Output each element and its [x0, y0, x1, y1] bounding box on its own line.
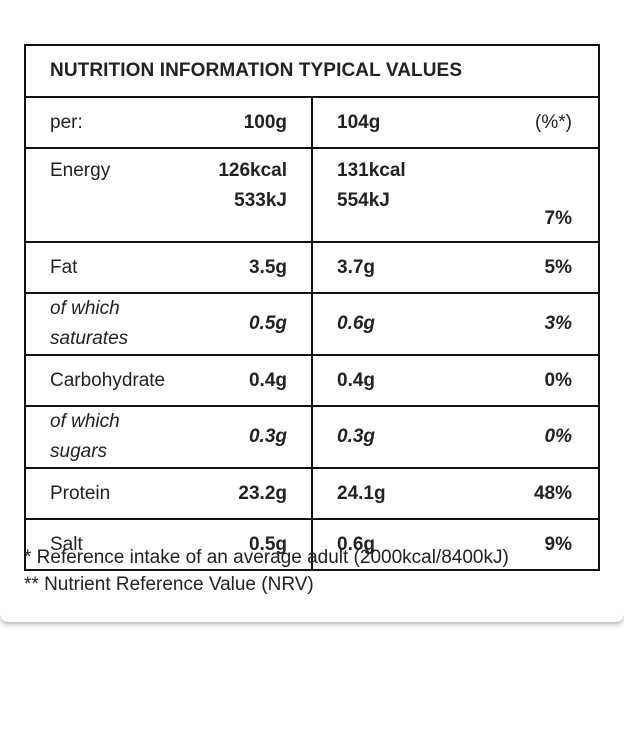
nutrition-table: NUTRITION INFORMATION TYPICAL VALUES per… — [24, 44, 600, 571]
nutrient-label: Fat — [25, 241, 169, 293]
reference-intake-note: * Reference intake of an average adult (… — [24, 547, 509, 568]
nutrition-card: NUTRITION INFORMATION TYPICAL VALUES per… — [24, 44, 600, 598]
footnotes: * Reference intake of an average adult (… — [24, 544, 509, 598]
value-100g: 0.5g — [168, 292, 313, 355]
column-header-100g: 100g — [168, 96, 313, 148]
column-header-104g: 104g — [312, 96, 456, 148]
value-104g: 24.1g — [312, 467, 456, 519]
column-header-percent: (%*) — [455, 96, 599, 148]
table-row-energy: Energy 126kcal 533kJ 131kcal 554kJ 7% — [25, 147, 599, 242]
energy-value-104g: 131kcal 554kJ — [312, 147, 456, 242]
energy-kcal-104g: 131kcal — [337, 160, 406, 181]
energy-kj-104g: 554kJ — [337, 190, 390, 211]
value-104g: 0.4g — [312, 354, 456, 406]
value-100g: 0.3g — [168, 405, 313, 468]
table-row-salt: Salt 0.5g 0.6g 9% — [25, 518, 599, 570]
value-100g: 0.4g — [168, 354, 313, 406]
table-row-protein: Protein 23.2g 24.1g 48% — [25, 467, 599, 519]
value-percent: 9% — [455, 518, 599, 570]
table-row-sugars: of which sugars 0.3g 0.3g 0% — [25, 405, 599, 468]
value-percent: 5% — [455, 241, 599, 293]
value-percent: 3% — [455, 292, 599, 355]
nutrient-label: Energy — [25, 147, 169, 242]
energy-kcal-100g: 126kcal — [218, 160, 287, 181]
nrv-note: ** Nutrient Reference Value (NRV) — [24, 574, 314, 595]
table-title: NUTRITION INFORMATION TYPICAL VALUES — [50, 60, 463, 81]
value-percent: 0% — [455, 354, 599, 406]
per-label: per: — [25, 96, 169, 148]
table-header-row: per: 100g 104g (%*) — [25, 96, 599, 148]
value-104g: 0.6g — [312, 518, 456, 570]
value-104g: 0.3g — [312, 405, 456, 468]
nutrient-label: of which saturates — [25, 292, 169, 355]
value-100g: 0.5g — [168, 518, 313, 570]
value-percent: 48% — [455, 467, 599, 519]
nutrient-label: Protein — [25, 467, 169, 519]
table-row-fat: Fat 3.5g 3.7g 5% — [25, 241, 599, 293]
value-104g: 3.7g — [312, 241, 456, 293]
table-row-saturates: of which saturates 0.5g 0.6g 3% — [25, 292, 599, 355]
nutrient-label: of which sugars — [25, 405, 169, 468]
value-100g: 23.2g — [168, 467, 313, 519]
energy-kj-100g: 533kJ — [234, 190, 287, 211]
energy-percent: 7% — [455, 147, 599, 242]
nutrient-label: Carbohydrate — [25, 354, 169, 406]
nutrient-label: Salt — [25, 518, 169, 570]
value-percent: 0% — [455, 405, 599, 468]
energy-value-100g: 126kcal 533kJ — [168, 147, 313, 242]
value-104g: 0.6g — [312, 292, 456, 355]
value-100g: 3.5g — [168, 241, 313, 293]
table-title-row: NUTRITION INFORMATION TYPICAL VALUES — [25, 45, 599, 97]
table-row-carbohydrate: Carbohydrate 0.4g 0.4g 0% — [25, 354, 599, 406]
